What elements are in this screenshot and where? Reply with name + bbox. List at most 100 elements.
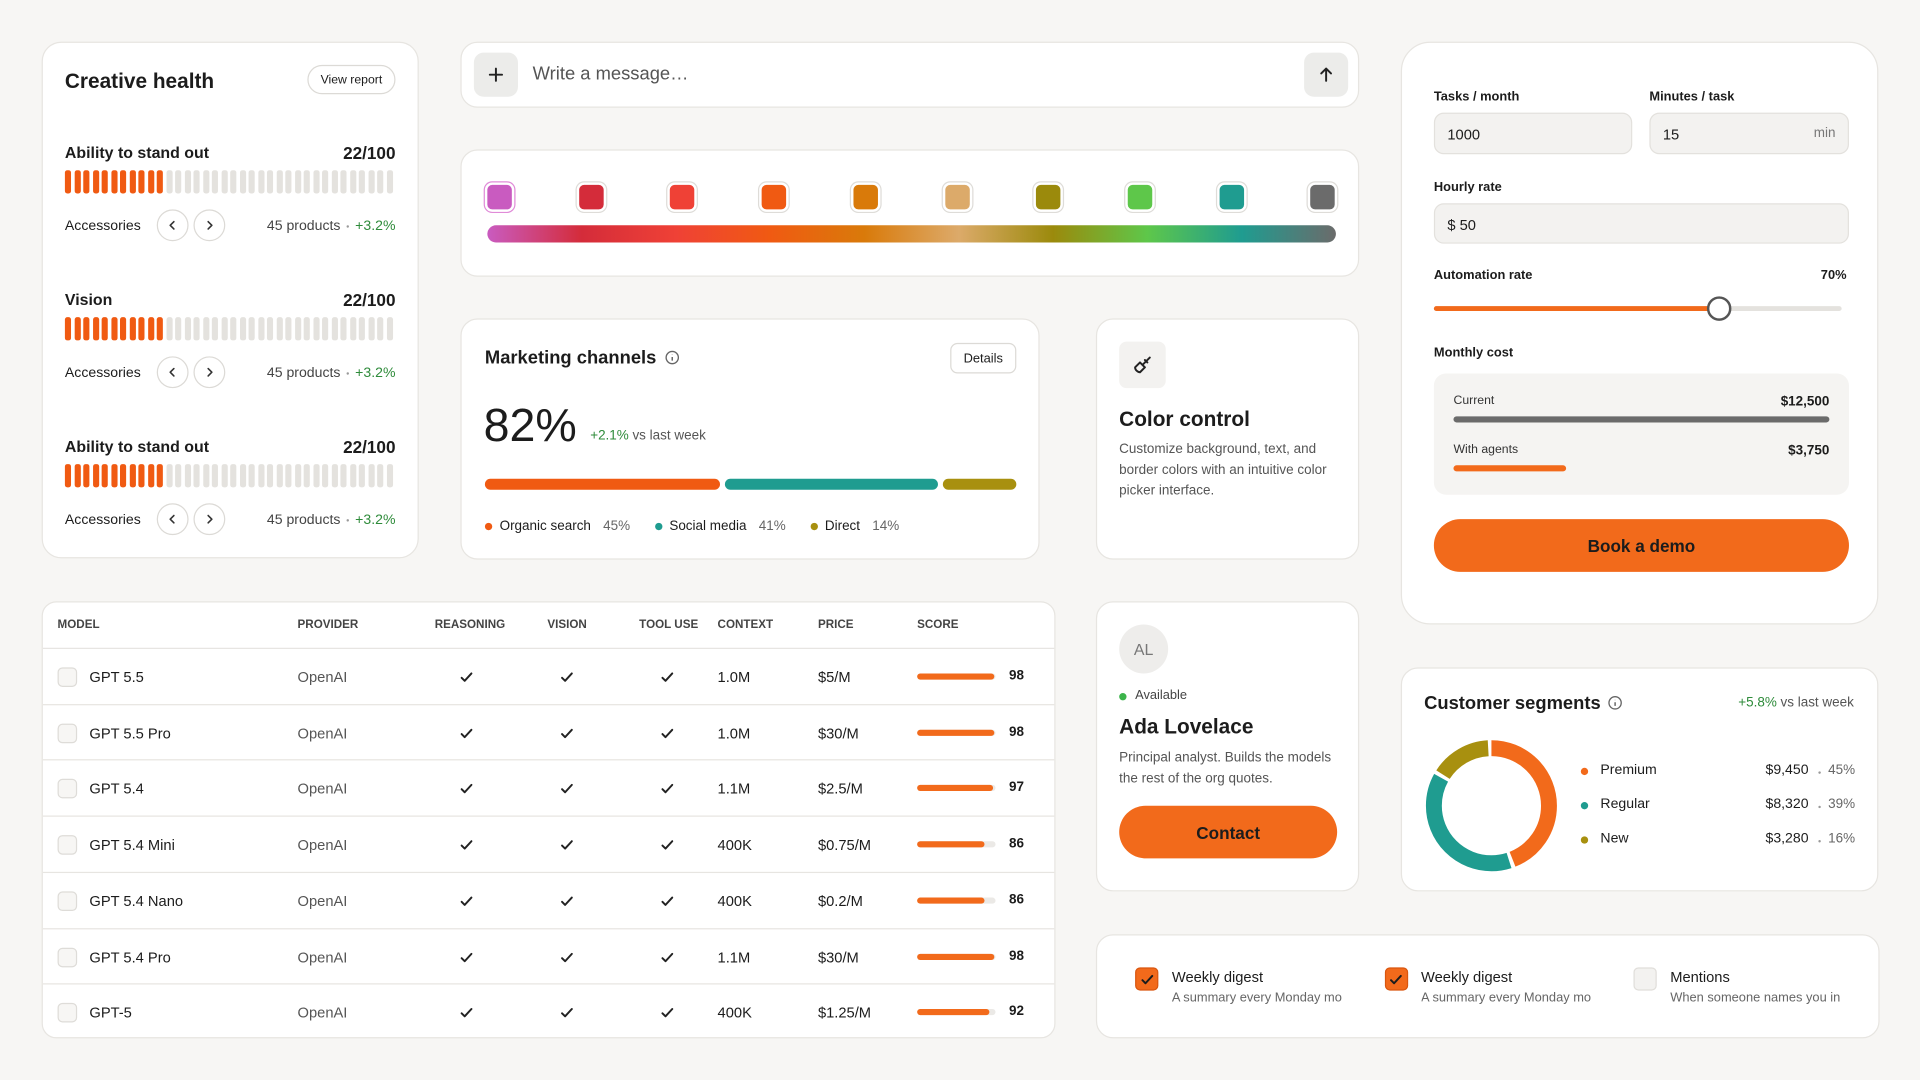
score-value: 98: [1008, 724, 1024, 740]
next-button[interactable]: [193, 209, 226, 242]
status-dot: [1119, 693, 1127, 701]
text-input[interactable]: $ 50: [1433, 203, 1849, 244]
color-swatch[interactable]: [670, 184, 695, 210]
segment: [340, 464, 347, 488]
color-swatch[interactable]: [487, 184, 512, 210]
segment: [230, 317, 237, 341]
notification-checkbox[interactable]: [1384, 967, 1408, 991]
segment: [248, 170, 255, 194]
segment: [294, 464, 301, 488]
details-button[interactable]: Details: [950, 342, 1017, 374]
separator-dot: [1818, 771, 1821, 774]
add-button[interactable]: [473, 52, 518, 97]
info-icon: [1608, 696, 1622, 710]
segment: [165, 317, 173, 341]
input-unit: min: [1813, 126, 1836, 141]
cost-label: Current: [1453, 394, 1495, 408]
view-report-button[interactable]: View report: [307, 64, 396, 95]
color-swatch[interactable]: [761, 184, 787, 210]
segment: [285, 317, 292, 341]
legend-share: 45%: [603, 519, 631, 534]
color-swatch[interactable]: [578, 184, 604, 210]
next-button[interactable]: [193, 503, 226, 536]
segment: [276, 317, 283, 341]
check-icon: [561, 840, 573, 850]
book-demo-button[interactable]: Book a demo: [1433, 519, 1849, 572]
segment: [266, 317, 274, 341]
donut-segment: [1425, 740, 1557, 872]
segment: [230, 170, 237, 194]
check-icon: [661, 896, 674, 906]
color-swatch[interactable]: [1219, 184, 1244, 210]
slider-knob[interactable]: [1707, 296, 1732, 321]
notification-checkbox[interactable]: [1633, 967, 1657, 991]
segment: [165, 464, 173, 488]
profile-card: AL Available Ada Lovelace Principal analyst…: [1095, 601, 1360, 892]
cost-bar: [1453, 465, 1567, 472]
prev-button[interactable]: [156, 356, 189, 389]
column-header: CONTEXT: [717, 618, 774, 632]
send-button[interactable]: [1304, 52, 1349, 97]
segment: [221, 464, 228, 488]
row-checkbox[interactable]: [57, 779, 78, 799]
color-swatch[interactable]: [853, 184, 878, 210]
model-name: GPT 5.5: [89, 668, 144, 686]
check-icon: [460, 952, 473, 962]
row-checkbox[interactable]: [57, 723, 78, 743]
segment: [386, 317, 393, 341]
arrow-icon-path: [1320, 67, 1333, 82]
price-value: $0.2/M: [817, 892, 863, 910]
segment: [312, 464, 319, 488]
category-label: Accessories: [64, 366, 141, 381]
segment-amount: $9,450: [1765, 762, 1809, 778]
row-checkbox[interactable]: [57, 667, 78, 687]
contact-button[interactable]: Contact: [1119, 805, 1338, 859]
field-label: Hourly rate: [1433, 180, 1502, 195]
segment: [74, 170, 81, 194]
segments-change: +5.8% vs last week: [1738, 696, 1854, 711]
row-checkbox[interactable]: [57, 835, 78, 855]
arrow-icon: [1320, 67, 1333, 82]
segment: [120, 170, 127, 194]
color-swatch[interactable]: [1127, 184, 1153, 210]
check-icon: [661, 672, 674, 682]
card-title: Creative health: [64, 69, 215, 94]
column-header: SCORE: [917, 618, 959, 632]
provider-name: OpenAI: [297, 836, 348, 854]
input-value: 1000: [1447, 126, 1481, 144]
segment: [101, 464, 108, 488]
metric-label: Ability to stand out: [64, 143, 210, 162]
text-input[interactable]: 1000: [1433, 112, 1633, 155]
color-swatch[interactable]: [944, 184, 970, 210]
model-name: GPT 5.4: [89, 780, 144, 798]
row-checkbox[interactable]: [57, 891, 78, 911]
message-input[interactable]: Write a message…: [532, 63, 689, 85]
legend-share: 14%: [872, 519, 900, 534]
brush-icon-box: [1119, 341, 1166, 389]
segment: [257, 170, 264, 194]
prev-button[interactable]: [156, 503, 189, 536]
legend-name: Social media: [669, 519, 747, 534]
segment: [285, 170, 292, 194]
segment: [331, 464, 338, 488]
row-checkbox[interactable]: [57, 1003, 78, 1023]
prev-button[interactable]: [156, 209, 189, 242]
column-header: VISION: [547, 618, 587, 632]
legend-item: Direct 14%: [810, 519, 899, 534]
card-description: Customize background, text, and border c…: [1119, 442, 1327, 499]
score-bar: [917, 729, 994, 736]
color-swatch[interactable]: [1036, 184, 1061, 210]
next-button[interactable]: [193, 356, 226, 389]
row-checkbox[interactable]: [57, 947, 78, 967]
notification-title: Weekly digest: [1421, 968, 1513, 986]
text-input[interactable]: 15 min: [1649, 112, 1849, 155]
segment: [377, 464, 384, 488]
chevron-icon: [207, 514, 213, 524]
score-value: 97: [1008, 780, 1024, 796]
segment: [74, 464, 81, 488]
notification-checkbox[interactable]: [1135, 967, 1159, 991]
segment-bar: [64, 317, 396, 341]
color-swatch[interactable]: [1310, 184, 1336, 210]
